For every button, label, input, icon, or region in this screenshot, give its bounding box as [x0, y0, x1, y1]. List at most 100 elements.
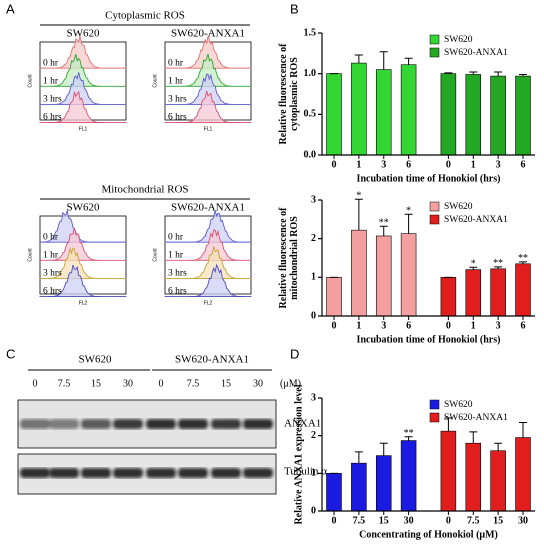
band-label: ANXA1	[284, 418, 321, 430]
time-label: 6 hrs	[43, 113, 62, 123]
x-axis-label: Incubation time of Honokiol (hrs)	[357, 173, 501, 184]
legend-swatch	[429, 412, 440, 423]
blot-band	[113, 419, 143, 429]
y-tick-label: 1.0	[304, 68, 317, 79]
y-tick-label: 2	[311, 233, 316, 244]
blot-band	[243, 468, 273, 478]
bar	[440, 430, 457, 512]
y-axis-label: Relative fluorescence of	[278, 207, 289, 309]
blot-band	[211, 419, 241, 429]
y-tick-label: 0.5	[304, 109, 317, 120]
bar	[465, 442, 482, 512]
concentration: 30	[123, 378, 133, 389]
y-tick-label: 0	[311, 310, 316, 321]
time-label: 3 hrs	[43, 269, 62, 279]
time-label: 1 hr	[168, 76, 184, 86]
error-bar	[354, 54, 363, 64]
bar	[515, 437, 531, 512]
x-tick-label: 6	[521, 159, 526, 170]
panel-label: D	[290, 346, 299, 361]
bar	[351, 229, 367, 317]
y-tick-label: 3	[311, 194, 316, 205]
error-bar	[404, 57, 413, 65]
flow-histogram	[164, 210, 252, 243]
x-tick-label: 1	[356, 159, 361, 170]
axis-label: FL1	[79, 126, 88, 132]
bar	[465, 74, 482, 156]
flow-histogram	[39, 210, 127, 243]
blot-band	[243, 419, 273, 429]
flow-histogram	[39, 36, 127, 69]
legend-swatch	[429, 34, 440, 45]
error-bar	[379, 442, 388, 456]
cell-line: SW620-ANXA1	[171, 202, 245, 214]
x-tick-label: 0	[332, 320, 337, 331]
legend-label: SW620-ANXA1	[444, 48, 508, 58]
x-tick-label: 3	[381, 320, 386, 331]
error-bar	[404, 436, 413, 441]
flow-histogram	[164, 53, 252, 87]
bar	[490, 268, 506, 317]
significance: **	[518, 253, 528, 264]
error-bar	[379, 225, 388, 236]
concentration: 30	[253, 378, 263, 389]
flow-histogram	[39, 227, 127, 261]
bar	[490, 75, 506, 156]
error-bar	[494, 266, 503, 269]
concentration: 0	[33, 378, 38, 389]
error-bar	[444, 417, 453, 432]
flow-histogram	[39, 246, 127, 279]
x-tick-label: 6	[406, 320, 411, 331]
blot-band	[81, 468, 111, 478]
bar	[351, 62, 367, 156]
time-label: 3 hrs	[43, 95, 62, 105]
time-label: 0 hr	[168, 232, 184, 242]
cell-line: SW620	[67, 202, 101, 214]
y-axis-label: Relative fluorescence of	[278, 43, 289, 145]
x-tick-label: 30	[404, 515, 414, 526]
axis-label: Count	[152, 74, 158, 88]
time-label: 6 hrs	[43, 287, 62, 297]
bar	[490, 450, 506, 512]
axis-label: FL1	[204, 126, 213, 132]
cell-line: SW620	[79, 354, 113, 366]
legend-label: SW620	[444, 202, 473, 212]
flow-histogram	[164, 73, 252, 105]
x-axis-label: Concentrating of Honokiol (μM)	[359, 529, 498, 540]
error-bar	[354, 451, 363, 464]
cell-line: SW620-ANXA1	[175, 354, 249, 366]
error-bar	[469, 266, 478, 270]
panel-label: A	[6, 1, 15, 16]
flow-histogram	[164, 34, 252, 69]
error-bar	[494, 442, 503, 451]
bar	[375, 235, 392, 317]
flow-histogram	[164, 263, 252, 298]
panel-label: C	[6, 346, 15, 361]
legend-label: SW620	[444, 35, 473, 45]
axis-label: Count	[27, 248, 33, 262]
blot-band	[178, 419, 208, 429]
x-tick-label: 1	[471, 159, 476, 170]
flow-histogram	[164, 90, 252, 124]
bar	[326, 473, 342, 512]
bar	[515, 75, 531, 156]
error-bar	[494, 71, 503, 77]
concentration: 7.5	[58, 378, 71, 389]
bar	[351, 462, 367, 512]
flow-histogram	[39, 53, 127, 87]
band-label: Tubulin α	[284, 466, 327, 478]
bar	[326, 277, 342, 317]
significance: **	[379, 218, 389, 229]
blot-band	[49, 419, 79, 429]
concentration: 15	[91, 378, 101, 389]
error-bar	[519, 421, 527, 438]
time-label: 0 hr	[168, 58, 184, 68]
time-label: 3 hrs	[168, 95, 187, 105]
blot-band	[178, 468, 208, 478]
error-bar	[519, 261, 527, 264]
time-label: 1 hr	[43, 250, 59, 260]
x-tick-label: 3	[496, 159, 501, 170]
error-bar	[379, 51, 388, 70]
time-label: 6 hrs	[168, 287, 187, 297]
